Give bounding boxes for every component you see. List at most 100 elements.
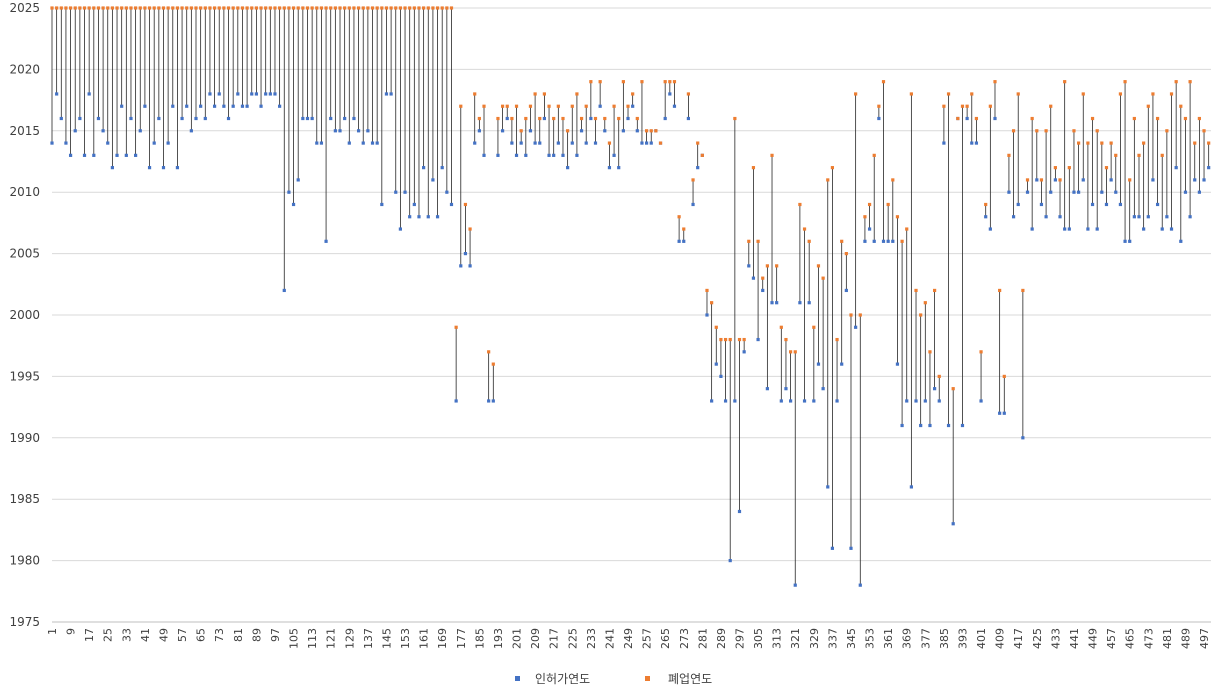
x-tick-label: 129 xyxy=(343,628,356,649)
permit-year-point xyxy=(965,116,969,121)
permit-year-point xyxy=(1104,202,1109,207)
closure-year-point xyxy=(296,6,300,10)
gridlines xyxy=(52,7,1211,623)
permit-year-point xyxy=(454,399,458,403)
closure-year-point xyxy=(268,6,272,10)
closure-year-point xyxy=(1095,129,1099,133)
closure-year-point xyxy=(138,6,142,10)
permit-year-point xyxy=(161,166,166,170)
permit-year-point xyxy=(807,301,811,305)
closure-year-point xyxy=(617,116,621,121)
permit-year-point xyxy=(951,522,955,526)
legend: 인허가연도 폐업연도 xyxy=(515,672,712,686)
permit-year-point xyxy=(696,166,700,170)
permit-year-point xyxy=(212,104,217,108)
x-tick-label: 225 xyxy=(566,628,579,649)
closure-year-point xyxy=(789,350,793,354)
closure-year-point xyxy=(714,325,718,329)
y-tick-label: 2000 xyxy=(9,308,40,322)
permit-year-point xyxy=(603,129,607,133)
permit-year-point xyxy=(124,153,128,157)
closure-year-point xyxy=(793,350,797,354)
closure-year-point xyxy=(440,6,444,10)
permit-year-point xyxy=(487,399,491,403)
closure-year-point xyxy=(579,116,584,121)
permit-year-point xyxy=(798,301,802,305)
closure-year-point xyxy=(259,6,263,10)
y-tick-label: 2005 xyxy=(9,247,40,261)
permit-year-point xyxy=(189,129,193,133)
permit-year-point xyxy=(1174,166,1178,170)
permit-year-point xyxy=(115,153,119,157)
x-tick-label: 441 xyxy=(1068,628,1081,649)
permit-year-point xyxy=(598,104,602,108)
permit-year-point xyxy=(333,129,337,133)
closure-year-point xyxy=(92,6,96,10)
permit-year-point xyxy=(231,104,235,108)
permit-year-point xyxy=(445,190,449,194)
closure-year-point xyxy=(561,116,565,121)
closure-year-point xyxy=(816,264,821,268)
closure-year-point xyxy=(347,6,351,10)
closure-year-point xyxy=(1160,153,1164,157)
x-tick-label: 273 xyxy=(678,628,691,649)
closure-year-point xyxy=(161,6,166,10)
permit-year-point xyxy=(891,239,895,243)
permit-year-point xyxy=(872,239,876,243)
permit-year-point xyxy=(55,92,59,96)
permit-year-point xyxy=(1146,215,1150,219)
permit-year-point xyxy=(867,227,872,231)
closure-year-point xyxy=(454,325,458,329)
permit-year-point xyxy=(854,325,858,329)
permit-year-point xyxy=(356,129,361,133)
permit-year-point xyxy=(259,104,263,108)
permit-year-point xyxy=(900,423,904,428)
x-tick-label: 9 xyxy=(65,628,78,635)
permit-year-point xyxy=(816,362,821,366)
closure-year-point xyxy=(867,202,872,207)
y-tick-label: 2015 xyxy=(9,124,40,138)
closure-year-point xyxy=(1179,104,1183,108)
x-tick-label: 145 xyxy=(380,628,393,649)
x-tick-label: 417 xyxy=(1012,628,1025,649)
closure-year-point xyxy=(654,129,658,133)
permit-year-point xyxy=(352,116,356,121)
x-tick-label: 233 xyxy=(585,628,598,649)
permit-year-point xyxy=(264,92,268,96)
closure-year-point xyxy=(199,6,203,10)
closure-year-point xyxy=(1155,116,1160,121)
closure-year-point xyxy=(528,104,533,108)
permit-year-point xyxy=(789,399,793,403)
closure-year-point xyxy=(463,202,468,207)
y-tick-label: 1990 xyxy=(9,431,40,445)
closure-year-point xyxy=(682,227,686,231)
closure-year-point xyxy=(891,178,895,182)
x-tick-label: 449 xyxy=(1087,628,1100,649)
closure-year-point xyxy=(872,153,876,157)
permit-year-point xyxy=(1044,215,1048,219)
permit-year-point xyxy=(1067,227,1071,231)
permit-year-point xyxy=(1165,215,1169,219)
x-tick-label: 433 xyxy=(1049,628,1062,649)
closure-year-point xyxy=(175,6,180,10)
permit-year-point xyxy=(998,411,1002,415)
permit-year-point xyxy=(682,239,686,243)
x-tick-label: 409 xyxy=(994,628,1007,649)
permit-year-point xyxy=(324,239,328,243)
permit-year-point xyxy=(570,141,574,145)
permit-year-point xyxy=(928,423,932,428)
permit-year-point xyxy=(765,387,769,391)
legend-item-closure-year: 폐업연도 xyxy=(645,672,712,686)
closure-year-point xyxy=(821,276,825,280)
permit-year-point xyxy=(1109,178,1113,182)
x-tick-label: 137 xyxy=(362,628,375,649)
permit-year-point xyxy=(631,104,635,108)
series-permit-year xyxy=(50,92,1211,587)
x-tick-label: 65 xyxy=(195,628,208,642)
permit-year-point xyxy=(937,399,941,403)
closure-year-point xyxy=(315,6,319,10)
permit-year-point xyxy=(194,116,198,121)
x-tick-label: 169 xyxy=(436,628,449,649)
closure-year-point xyxy=(770,153,774,157)
permit-year-point xyxy=(1021,436,1025,440)
